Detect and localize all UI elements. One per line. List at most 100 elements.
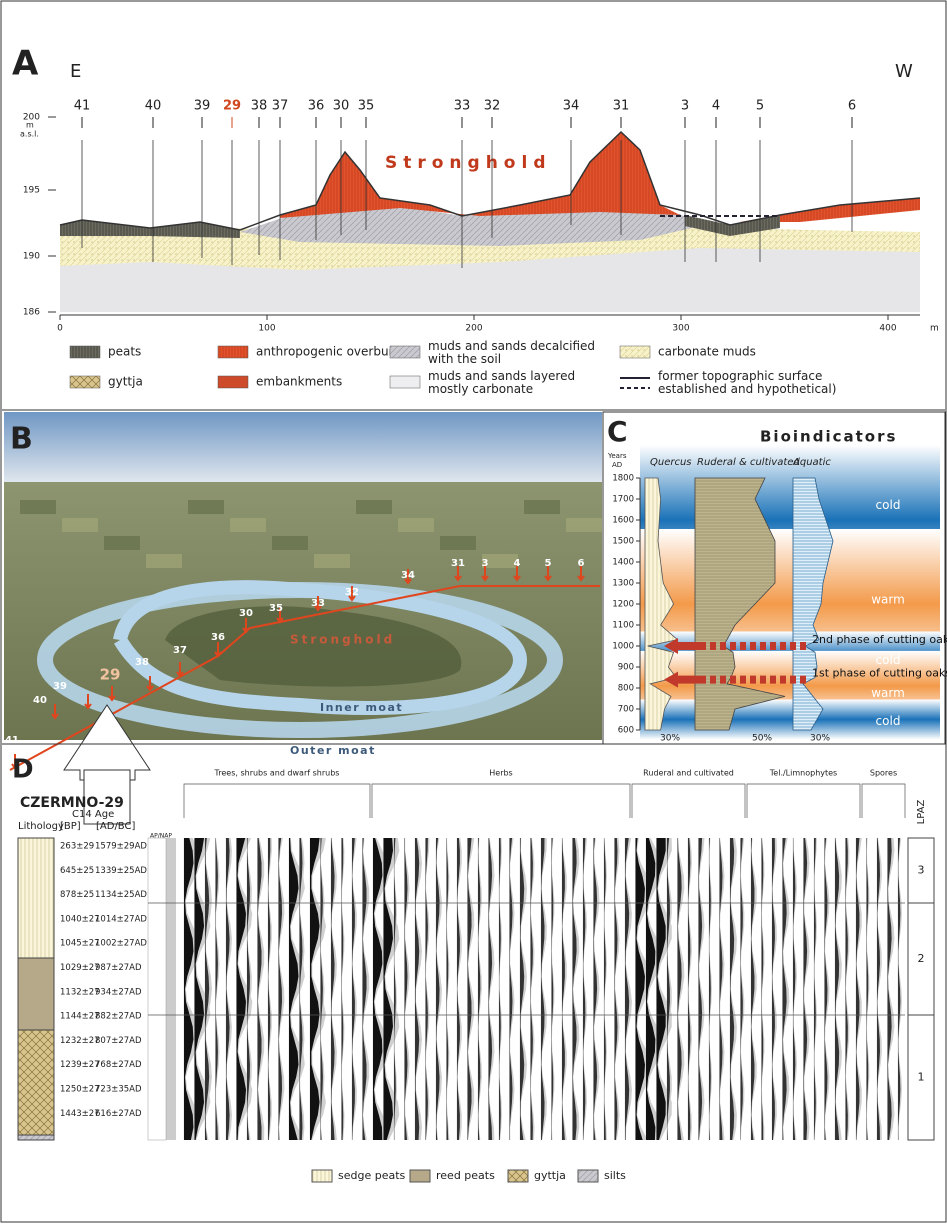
legend-swatch (69, 345, 101, 359)
taxon-curve (614, 838, 618, 1140)
column-label: LPAZ (916, 800, 927, 825)
column-label: Lithology (18, 821, 64, 832)
phase-arrow (664, 671, 700, 688)
taxon-curve (436, 838, 440, 1140)
taxon-curve (530, 838, 533, 1140)
borehole-label: 41 (74, 99, 91, 114)
taxon-curve (604, 838, 606, 1140)
legend-label: peats (108, 345, 141, 359)
field-strip (272, 536, 308, 550)
taxon-curve (824, 838, 828, 1140)
group-label: Ruderal and cultivated (643, 769, 734, 778)
borehole-arrow (11, 754, 19, 770)
quercus-curve (644, 477, 679, 731)
legend-line-1: muds and sands decalcified (428, 339, 595, 353)
taxon-curve (782, 838, 787, 1140)
borehole-label: 38 (135, 657, 149, 668)
inner-moat (113, 580, 528, 715)
y-tick-label: 190 (23, 252, 40, 262)
moat-label: Outer moat (290, 744, 376, 757)
y-tick-label: 195 (23, 186, 40, 196)
taxon-curve (719, 838, 723, 1140)
date-bp: 1040±27 (60, 914, 100, 924)
taxon-curve (656, 838, 666, 1140)
borehole-label: 34 (401, 570, 415, 581)
y-tick-label: 1100 (612, 621, 634, 631)
taxon-curve (761, 838, 764, 1140)
legend-label: carbonate muds (658, 345, 756, 359)
borehole-arrow (513, 566, 521, 582)
borehole-label: 35 (269, 603, 283, 614)
taxon-curve (635, 838, 645, 1140)
borehole-label: 32 (345, 587, 359, 598)
legend-label: anthropogenic overburden (256, 345, 416, 359)
litho-reed (17, 957, 55, 1031)
legend-line-2: mostly carbonate (428, 382, 533, 396)
axis-label: Years AD (607, 452, 627, 469)
date-bp: 1232±27 (60, 1036, 100, 1046)
taxon-curve (898, 838, 901, 1140)
legend-swatch (217, 345, 249, 359)
taxon-curve (572, 838, 577, 1140)
legend-label: embankments (256, 375, 342, 389)
layer-peats (60, 220, 240, 238)
legend-line-1: former topographic surface (658, 369, 822, 383)
field-strip (104, 536, 140, 550)
y-tick-label: 200 (23, 113, 40, 123)
phase-label: 1st phase of cutting oaks (812, 667, 947, 680)
legend-label: sedge peats (338, 1169, 406, 1182)
borehole-label: 4 (712, 99, 720, 114)
panel-letter: A (12, 44, 39, 84)
y-tick-label: 600 (618, 726, 634, 736)
field-strip (440, 536, 476, 550)
taxon-curve (593, 838, 598, 1140)
legend-swatch (311, 1169, 333, 1183)
field-strip (62, 518, 98, 532)
taxon-curve (877, 838, 880, 1140)
legend-swatch (409, 1169, 431, 1183)
field-strip (566, 518, 602, 532)
y-tick-label: 1200 (612, 600, 634, 610)
borehole-label: 3 (482, 558, 489, 569)
taxon-curve (866, 838, 869, 1140)
y-tick-label: 700 (618, 705, 634, 715)
taxon-curve (394, 838, 396, 1140)
taxon-curve (226, 838, 230, 1140)
date-bp: 1144±27 (60, 1012, 100, 1022)
taxon-exag (845, 838, 850, 1140)
legend-line-2: established and hypothetical) (658, 382, 836, 396)
legend-label: muds and sands decalcified with the soil (428, 339, 595, 366)
y-tick-label: 900 (618, 663, 634, 673)
section-label: Stronghold (290, 633, 395, 647)
taxon-curve (404, 838, 408, 1140)
zone-label: 3 (918, 864, 925, 877)
climate-label: cold (876, 498, 901, 512)
date-bp: 1045±27 (60, 939, 100, 949)
group-label: Trees, shrubs and dwarf shrubs (214, 769, 340, 778)
borehole-arrow (404, 569, 412, 585)
borehole-arrow (348, 586, 356, 602)
taxon-curve (446, 838, 449, 1140)
taxon-curve (278, 838, 283, 1140)
axis-label-2: AD (612, 461, 622, 469)
transect-line (9, 585, 600, 771)
borehole-label: 6 (578, 558, 585, 569)
taxon-curve (751, 838, 755, 1140)
borehole-label: 34 (563, 99, 580, 114)
y-tick-label: 800 (618, 684, 634, 694)
x-tick-label: 100 (258, 324, 275, 334)
taxon-curve (677, 838, 682, 1140)
borehole-label: 40 (33, 695, 47, 706)
taxon-curve (467, 838, 472, 1140)
taxon-curve (541, 838, 545, 1140)
taxon-curve (646, 838, 656, 1140)
litho-sedge (17, 837, 55, 959)
borehole-label: 37 (272, 99, 289, 114)
pointer-stem (83, 769, 131, 825)
legend-swatch (217, 375, 249, 389)
date-ad: 1002±27AD (95, 939, 147, 949)
borehole-label: 32 (484, 99, 501, 114)
column-label: C14 Age (72, 809, 114, 820)
borehole-arrow (577, 566, 585, 582)
